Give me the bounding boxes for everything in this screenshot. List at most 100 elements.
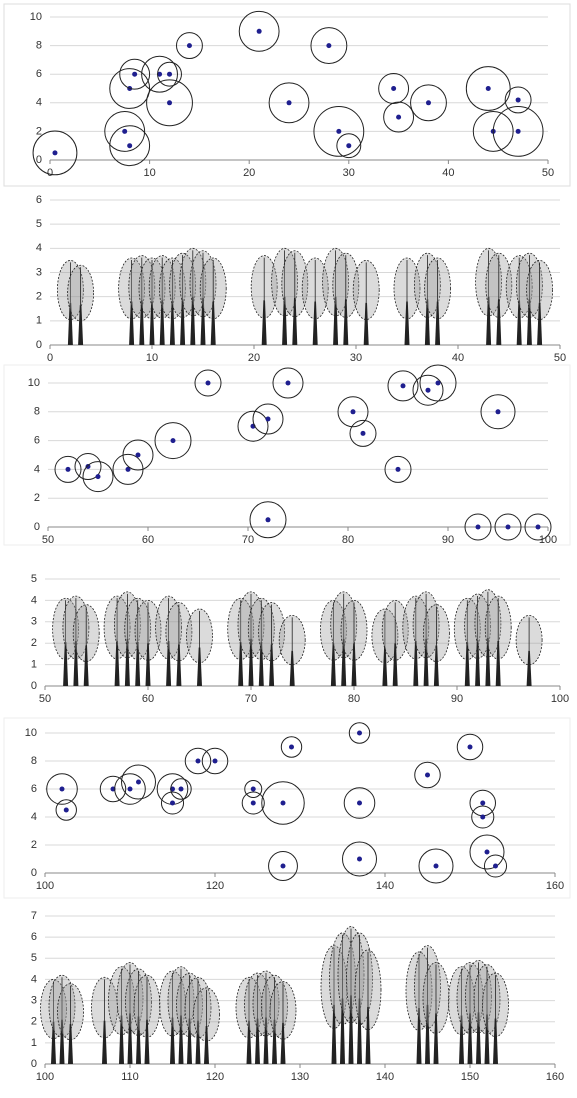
y-tick-label: 4 [31, 973, 37, 985]
tree-point [351, 409, 356, 414]
tree-point [485, 850, 490, 855]
tree-point [266, 417, 271, 422]
y-tick-label: 8 [31, 755, 37, 767]
tree-point [287, 100, 292, 105]
y-tick-label: 4 [31, 811, 37, 823]
x-tick-label: 80 [348, 693, 360, 705]
tree-point [64, 808, 69, 813]
y-tick-label: 6 [34, 435, 40, 447]
tree-point [167, 72, 172, 77]
x-tick-label: 90 [451, 693, 463, 705]
x-tick-label: 80 [342, 534, 354, 546]
y-tick-label: 2 [36, 291, 42, 303]
tree-point [536, 525, 541, 530]
tree-point [60, 787, 65, 792]
tree-point [171, 438, 176, 443]
tree-point [434, 864, 439, 869]
tree-point [266, 517, 271, 522]
tree [516, 615, 542, 686]
y-tick-label: 3 [31, 994, 37, 1006]
y-tick-label: 1 [36, 315, 42, 327]
x-tick-label: 10 [146, 352, 158, 364]
y-tick-label: 4 [31, 594, 37, 606]
tree-point [187, 43, 192, 48]
y-tick-label: 4 [34, 463, 40, 475]
x-tick-label: 130 [291, 1071, 309, 1083]
tree-point [346, 143, 351, 148]
tree-point [96, 474, 101, 479]
tree-point [167, 100, 172, 105]
y-tick-label: 10 [25, 727, 37, 739]
y-tick-label: 8 [34, 406, 40, 418]
tree-point [286, 381, 291, 386]
tree-point [468, 745, 473, 750]
tree-point [136, 453, 141, 458]
x-tick-label: 100 [36, 880, 54, 892]
tree-point [476, 525, 481, 530]
tree-point [170, 801, 175, 806]
y-tick-label: 10 [30, 11, 42, 23]
tree-point [391, 86, 396, 91]
tree-point [136, 780, 141, 785]
tree-point [436, 381, 441, 386]
y-tick-label: 2 [31, 839, 37, 851]
x-tick-label: 50 [554, 352, 566, 364]
tree-point [357, 801, 362, 806]
y-tick-label: 0 [31, 867, 37, 879]
x-tick-label: 100 [551, 693, 569, 705]
x-tick-label: 50 [42, 534, 54, 546]
tree-point [516, 97, 521, 102]
y-tick-label: 0 [34, 521, 40, 533]
tree-point [357, 857, 362, 862]
x-tick-label: 50 [39, 693, 51, 705]
y-tick-label: 5 [31, 573, 37, 585]
x-tick-label: 150 [461, 1071, 479, 1083]
tree-point [179, 787, 184, 792]
tree-point [281, 801, 286, 806]
tree [187, 609, 213, 686]
x-tick-label: 110 [121, 1071, 139, 1083]
y-tick-label: 0 [36, 154, 42, 166]
y-tick-label: 0 [31, 680, 37, 692]
tree-point [326, 43, 331, 48]
x-tick-label: 20 [243, 167, 255, 179]
x-tick-label: 70 [242, 534, 254, 546]
y-tick-label: 6 [31, 783, 37, 795]
y-tick-label: 0 [31, 1058, 37, 1070]
tree-point [425, 773, 430, 778]
tree-point [480, 815, 485, 820]
tree-point [480, 801, 485, 806]
tree-point [251, 801, 256, 806]
panel-frame [4, 4, 570, 186]
x-tick-label: 0 [47, 167, 53, 179]
tree-point [401, 383, 406, 388]
y-tick-label: 8 [36, 40, 42, 52]
x-tick-label: 160 [546, 880, 564, 892]
panel-frame [4, 365, 570, 545]
y-tick-label: 0 [36, 339, 42, 351]
tree-point [206, 381, 211, 386]
y-tick-label: 2 [31, 1016, 37, 1028]
y-tick-label: 7 [31, 910, 37, 922]
x-tick-label: 140 [376, 880, 394, 892]
panel: 02468105060708090100 [28, 365, 557, 546]
y-tick-label: 10 [28, 377, 40, 389]
x-tick-label: 70 [245, 693, 257, 705]
tree-point [127, 143, 132, 148]
y-tick-label: 5 [31, 952, 37, 964]
tree-point [361, 431, 366, 436]
tree-point [289, 745, 294, 750]
tree-point [128, 787, 133, 792]
tree-point [496, 409, 501, 414]
panel: 0123455060708090100 [31, 573, 569, 705]
y-tick-label: 6 [31, 931, 37, 943]
y-tick-label: 6 [36, 194, 42, 206]
x-tick-label: 60 [142, 534, 154, 546]
tree-point [516, 129, 521, 134]
tree-point [281, 864, 286, 869]
tree-point [213, 759, 218, 764]
tree-point [426, 388, 431, 393]
tree-point [426, 100, 431, 105]
